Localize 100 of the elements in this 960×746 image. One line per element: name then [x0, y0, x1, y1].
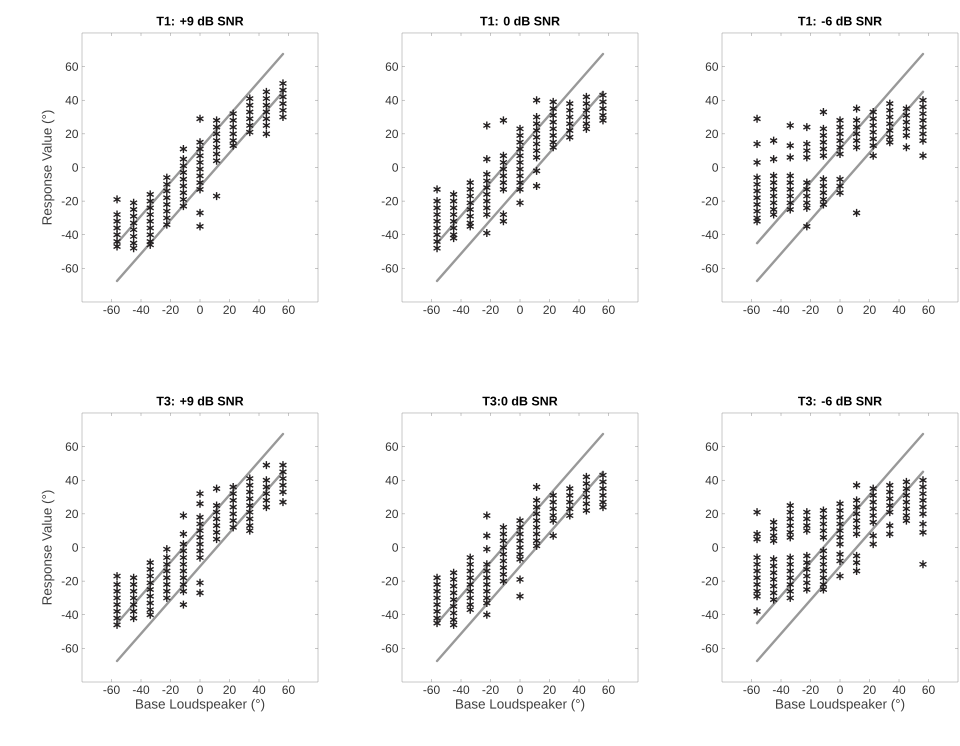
- y-tick-label: -40: [702, 610, 718, 619]
- point: [582, 98, 591, 108]
- y-tick-label: -20: [702, 576, 718, 586]
- point: [819, 130, 828, 140]
- point: [466, 178, 474, 188]
- x-tick-label: -60: [423, 306, 440, 314]
- point: [786, 140, 794, 150]
- y-tick-label: 40: [705, 96, 718, 104]
- point: [802, 146, 811, 156]
- point: [482, 510, 491, 520]
- point: [902, 124, 911, 134]
- point: [212, 500, 221, 510]
- point: [852, 142, 861, 152]
- point: [886, 520, 894, 530]
- point: [802, 203, 811, 213]
- point: [786, 514, 794, 524]
- point: [112, 230, 122, 240]
- point: [499, 216, 508, 226]
- point: [532, 119, 541, 128]
- point: [482, 210, 491, 220]
- point: [869, 114, 878, 124]
- point: [769, 191, 778, 201]
- point: [549, 110, 558, 120]
- point: [262, 87, 271, 97]
- point: [229, 108, 238, 118]
- point: [786, 566, 794, 576]
- point: [499, 542, 508, 552]
- point: [769, 568, 778, 578]
- point: [229, 502, 238, 512]
- point: [278, 85, 288, 95]
- point: [482, 566, 491, 576]
- point: [278, 98, 288, 108]
- point: [179, 194, 188, 204]
- point: [499, 529, 508, 539]
- point: [229, 516, 238, 526]
- point: [179, 552, 188, 562]
- point: [786, 184, 794, 194]
- point: [902, 477, 911, 487]
- point: [836, 142, 844, 152]
- y-tick-label: 20: [706, 130, 718, 138]
- point: [819, 107, 828, 117]
- point: [112, 613, 122, 623]
- point: [918, 519, 928, 529]
- x-tick-label: 20: [543, 306, 556, 314]
- point: [112, 216, 122, 226]
- y-tick-label: -60: [702, 644, 718, 653]
- point: [532, 496, 541, 506]
- point: [278, 92, 288, 102]
- y-tick-label: 20: [386, 510, 398, 518]
- point: [112, 586, 122, 596]
- point: [196, 578, 204, 588]
- point: [836, 174, 844, 184]
- point: [786, 552, 794, 562]
- point: [262, 94, 271, 104]
- point: [819, 124, 828, 134]
- point: [852, 116, 861, 126]
- point: [802, 564, 811, 574]
- point: [449, 210, 458, 220]
- point: [278, 480, 288, 490]
- point: [162, 566, 171, 576]
- point: [499, 570, 508, 580]
- point: [112, 620, 122, 630]
- point: [836, 512, 844, 522]
- point: [752, 114, 762, 124]
- point: [752, 193, 762, 202]
- point: [598, 502, 608, 512]
- point: [918, 116, 928, 126]
- point: [129, 580, 138, 590]
- point: [836, 526, 844, 536]
- x-tick-label: 20: [543, 686, 556, 694]
- point: [549, 117, 558, 127]
- point: [532, 509, 541, 519]
- point: [262, 100, 271, 110]
- point: [146, 230, 154, 240]
- y-tick-label: 60: [66, 442, 78, 451]
- point: [212, 142, 221, 152]
- point: [432, 618, 442, 628]
- point: [836, 532, 844, 542]
- point: [432, 243, 442, 253]
- y-tick-label: 0: [392, 543, 398, 552]
- x-tick-label: 0: [837, 306, 843, 314]
- point: [549, 138, 558, 147]
- point: [129, 600, 138, 610]
- point: [819, 573, 828, 582]
- point: [146, 216, 154, 226]
- point: [752, 560, 762, 570]
- point: [869, 518, 878, 527]
- point: [129, 243, 138, 253]
- point: [196, 164, 204, 174]
- point: [549, 510, 558, 520]
- point: [918, 151, 928, 160]
- point: [918, 136, 928, 146]
- point: [769, 581, 778, 591]
- point: [886, 112, 894, 122]
- point: [582, 106, 591, 116]
- point: [918, 102, 928, 112]
- point: [886, 507, 894, 517]
- y-tick-label: -60: [382, 644, 398, 653]
- point: [179, 510, 188, 520]
- point: [196, 512, 204, 522]
